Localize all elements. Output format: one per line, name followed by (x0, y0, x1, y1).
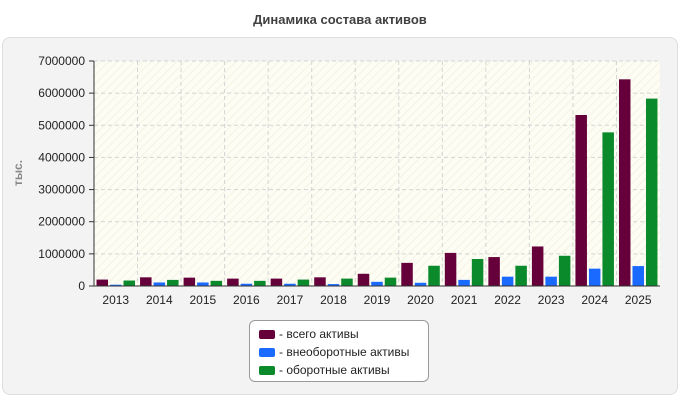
legend-label: - всего активы (279, 327, 359, 341)
bar-noncurrent-2024 (588, 268, 601, 286)
y-axis-label: тыс. (11, 160, 25, 186)
x-tick-label: 2014 (146, 293, 173, 307)
bar-current-2014 (167, 279, 179, 286)
x-tick-label: 2021 (451, 293, 478, 307)
bar-noncurrent-2018 (327, 284, 340, 286)
legend-item: - внеоборотные активы (259, 343, 428, 361)
legend-label: - внеоборотные активы (279, 345, 410, 359)
x-tick-label: 2022 (494, 293, 521, 307)
bar-noncurrent-2020 (414, 282, 427, 286)
bar-total-2016 (227, 278, 239, 286)
x-tick-label: 2016 (233, 293, 260, 307)
legend-item: - оборотные активы (259, 361, 428, 379)
x-tick-label: 2015 (189, 293, 216, 307)
bar-current-2018 (341, 278, 353, 286)
y-tick-label: 0 (78, 279, 85, 293)
bar-noncurrent-2021 (458, 279, 470, 286)
bar-total-2023 (531, 246, 544, 286)
bar-current-2022 (515, 265, 527, 286)
legend-label: - оборотные активы (279, 363, 390, 377)
bar-noncurrent-2025 (632, 266, 644, 286)
bar-total-2014 (140, 277, 152, 286)
bar-total-2015 (183, 277, 196, 286)
chart-title: Динамика состава активов (253, 12, 427, 27)
bar-current-2020 (428, 265, 440, 286)
bar-current-2021 (471, 259, 484, 286)
bar-current-2023 (558, 255, 571, 286)
y-tick-label: 4000000 (38, 150, 85, 164)
bar-noncurrent-2019 (371, 281, 383, 286)
y-tick-label: 1000000 (38, 247, 85, 261)
bar-current-2015 (210, 280, 223, 286)
y-tick-label: 6000000 (38, 86, 85, 100)
chart-legend: - всего активы - внеоборотные активы - обо… (249, 320, 429, 382)
x-tick-label: 2024 (581, 293, 608, 307)
legend-swatch (259, 365, 275, 375)
bar-current-2019 (384, 277, 397, 286)
y-tick-label: 5000000 (38, 118, 85, 132)
x-tick-label: 2020 (407, 293, 434, 307)
y-tick-label: 7000000 (38, 54, 85, 68)
legend-swatch (259, 329, 275, 339)
bar-total-2020 (401, 262, 413, 286)
bar-noncurrent-2014 (153, 282, 166, 286)
x-tick-label: 2017 (277, 293, 304, 307)
bar-total-2021 (444, 252, 457, 286)
bar-total-2013 (96, 279, 109, 286)
bar-current-2016 (254, 280, 266, 286)
bar-noncurrent-2015 (197, 282, 209, 286)
x-tick-label: 2013 (102, 293, 129, 307)
bar-current-2013 (123, 280, 136, 286)
y-tick-label: 3000000 (38, 183, 85, 197)
bar-total-2017 (270, 278, 283, 286)
bar-noncurrent-2017 (284, 283, 296, 286)
legend-swatch (259, 347, 275, 357)
x-tick-label: 2023 (538, 293, 565, 307)
x-tick-label: 2025 (625, 293, 652, 307)
bar-current-2025 (645, 98, 658, 286)
bar-noncurrent-2022 (501, 276, 514, 286)
y-tick-label: 2000000 (38, 215, 85, 229)
bar-current-2017 (297, 279, 310, 286)
bar-total-2022 (488, 257, 500, 286)
bar-total-2019 (357, 273, 370, 286)
x-tick-label: 2019 (364, 293, 391, 307)
x-tick-label: 2018 (320, 293, 347, 307)
legend-item: - всего активы (259, 325, 428, 343)
bar-noncurrent-2013 (110, 284, 122, 286)
bar-noncurrent-2016 (240, 283, 253, 286)
bar-total-2024 (575, 115, 587, 286)
plot-area (94, 61, 660, 286)
bar-current-2024 (602, 132, 614, 286)
bar-total-2018 (314, 277, 326, 286)
bar-noncurrent-2023 (545, 276, 557, 286)
bar-total-2025 (618, 79, 631, 286)
